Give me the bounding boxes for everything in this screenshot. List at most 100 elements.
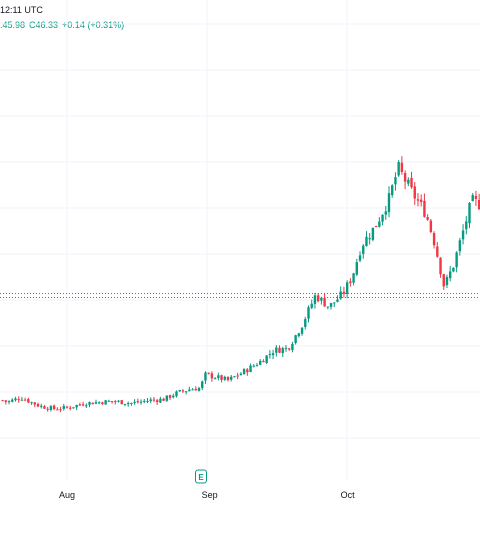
candle (255, 362, 259, 367)
candle-body (207, 372, 210, 374)
candle (114, 400, 117, 405)
candle (159, 396, 162, 403)
candle-body (233, 376, 236, 378)
candle-body (201, 381, 204, 388)
candle (223, 375, 226, 381)
candle-body (43, 406, 46, 409)
candle-body (368, 238, 371, 240)
candle-body (1, 400, 4, 402)
candle (333, 302, 336, 308)
candle (40, 403, 43, 409)
candle (442, 273, 445, 290)
candle-body (349, 281, 352, 284)
candle-body (165, 395, 169, 401)
candle-body (477, 200, 480, 210)
candle (358, 251, 362, 263)
candle (287, 347, 291, 351)
candle-body (394, 177, 397, 185)
candle-body (52, 405, 56, 410)
candle (439, 257, 442, 278)
candle (65, 405, 69, 409)
candle (426, 214, 429, 221)
candle-body (36, 403, 40, 407)
candle (220, 374, 223, 383)
candle-body (381, 214, 384, 222)
candle (226, 376, 230, 382)
candle (236, 372, 239, 380)
candle-body (455, 252, 458, 268)
candle-body (287, 348, 291, 350)
candle (471, 193, 474, 202)
candle-body (11, 399, 14, 402)
candle-body (442, 274, 445, 287)
candle-body (152, 399, 156, 401)
candle-body (471, 195, 474, 202)
x-tick-label: Aug (59, 490, 75, 500)
candle (120, 399, 123, 405)
candle (78, 402, 82, 407)
candle-body (139, 401, 143, 403)
earnings-marker-group: E (195, 469, 207, 484)
candle (281, 346, 284, 358)
candle (391, 184, 394, 198)
candle (94, 399, 98, 405)
candle-body (465, 221, 468, 230)
candle (59, 406, 62, 413)
candle (56, 407, 59, 411)
candle-body (75, 404, 78, 408)
candle (349, 278, 352, 287)
candle-body (20, 399, 24, 401)
candle (249, 363, 252, 373)
candle (423, 193, 426, 218)
candle-body (423, 200, 426, 217)
candle (178, 389, 181, 392)
candle-body (191, 389, 194, 391)
candle-body (146, 400, 149, 402)
candle-body (310, 303, 313, 308)
x-tick-label: Oct (341, 490, 356, 500)
candle (139, 399, 143, 405)
candle (307, 305, 310, 323)
candle-body (56, 409, 59, 411)
candle-body (432, 233, 436, 246)
candle (339, 286, 342, 300)
candle (474, 190, 478, 206)
candle (291, 341, 294, 353)
candle-body (23, 399, 27, 401)
chart-grid (0, 0, 480, 480)
candlesticks (1, 156, 480, 413)
candle (452, 267, 455, 273)
candle (17, 396, 20, 403)
candle (194, 386, 197, 391)
candle-body (126, 403, 130, 405)
candle-body (333, 302, 336, 304)
candle (300, 327, 304, 336)
ohlc-readout: .45.98 C46.33 +0.14 (+0.31%) (0, 20, 128, 30)
candle (384, 205, 387, 220)
candle (310, 299, 313, 310)
candle (271, 349, 275, 360)
candle-body (226, 376, 230, 381)
candle-body (384, 211, 387, 215)
current-price-line (0, 292, 480, 298)
candle (27, 397, 30, 404)
candle-body (81, 404, 85, 406)
candle-body (413, 186, 416, 199)
candle-body (59, 409, 62, 411)
candle (374, 225, 378, 228)
candle-body (162, 398, 165, 401)
candle-body (230, 376, 233, 380)
candle (278, 345, 281, 354)
candle-body (4, 400, 8, 402)
candle (461, 224, 465, 245)
candle (46, 406, 49, 412)
candle-body (181, 390, 185, 392)
candle-body (62, 406, 65, 409)
candle-body (184, 391, 188, 393)
header-time: 12:11 UTC (0, 5, 43, 15)
close-value: 46.33 (35, 20, 59, 30)
candle (326, 306, 330, 310)
candle-body (110, 401, 114, 403)
candle-body (278, 347, 281, 353)
